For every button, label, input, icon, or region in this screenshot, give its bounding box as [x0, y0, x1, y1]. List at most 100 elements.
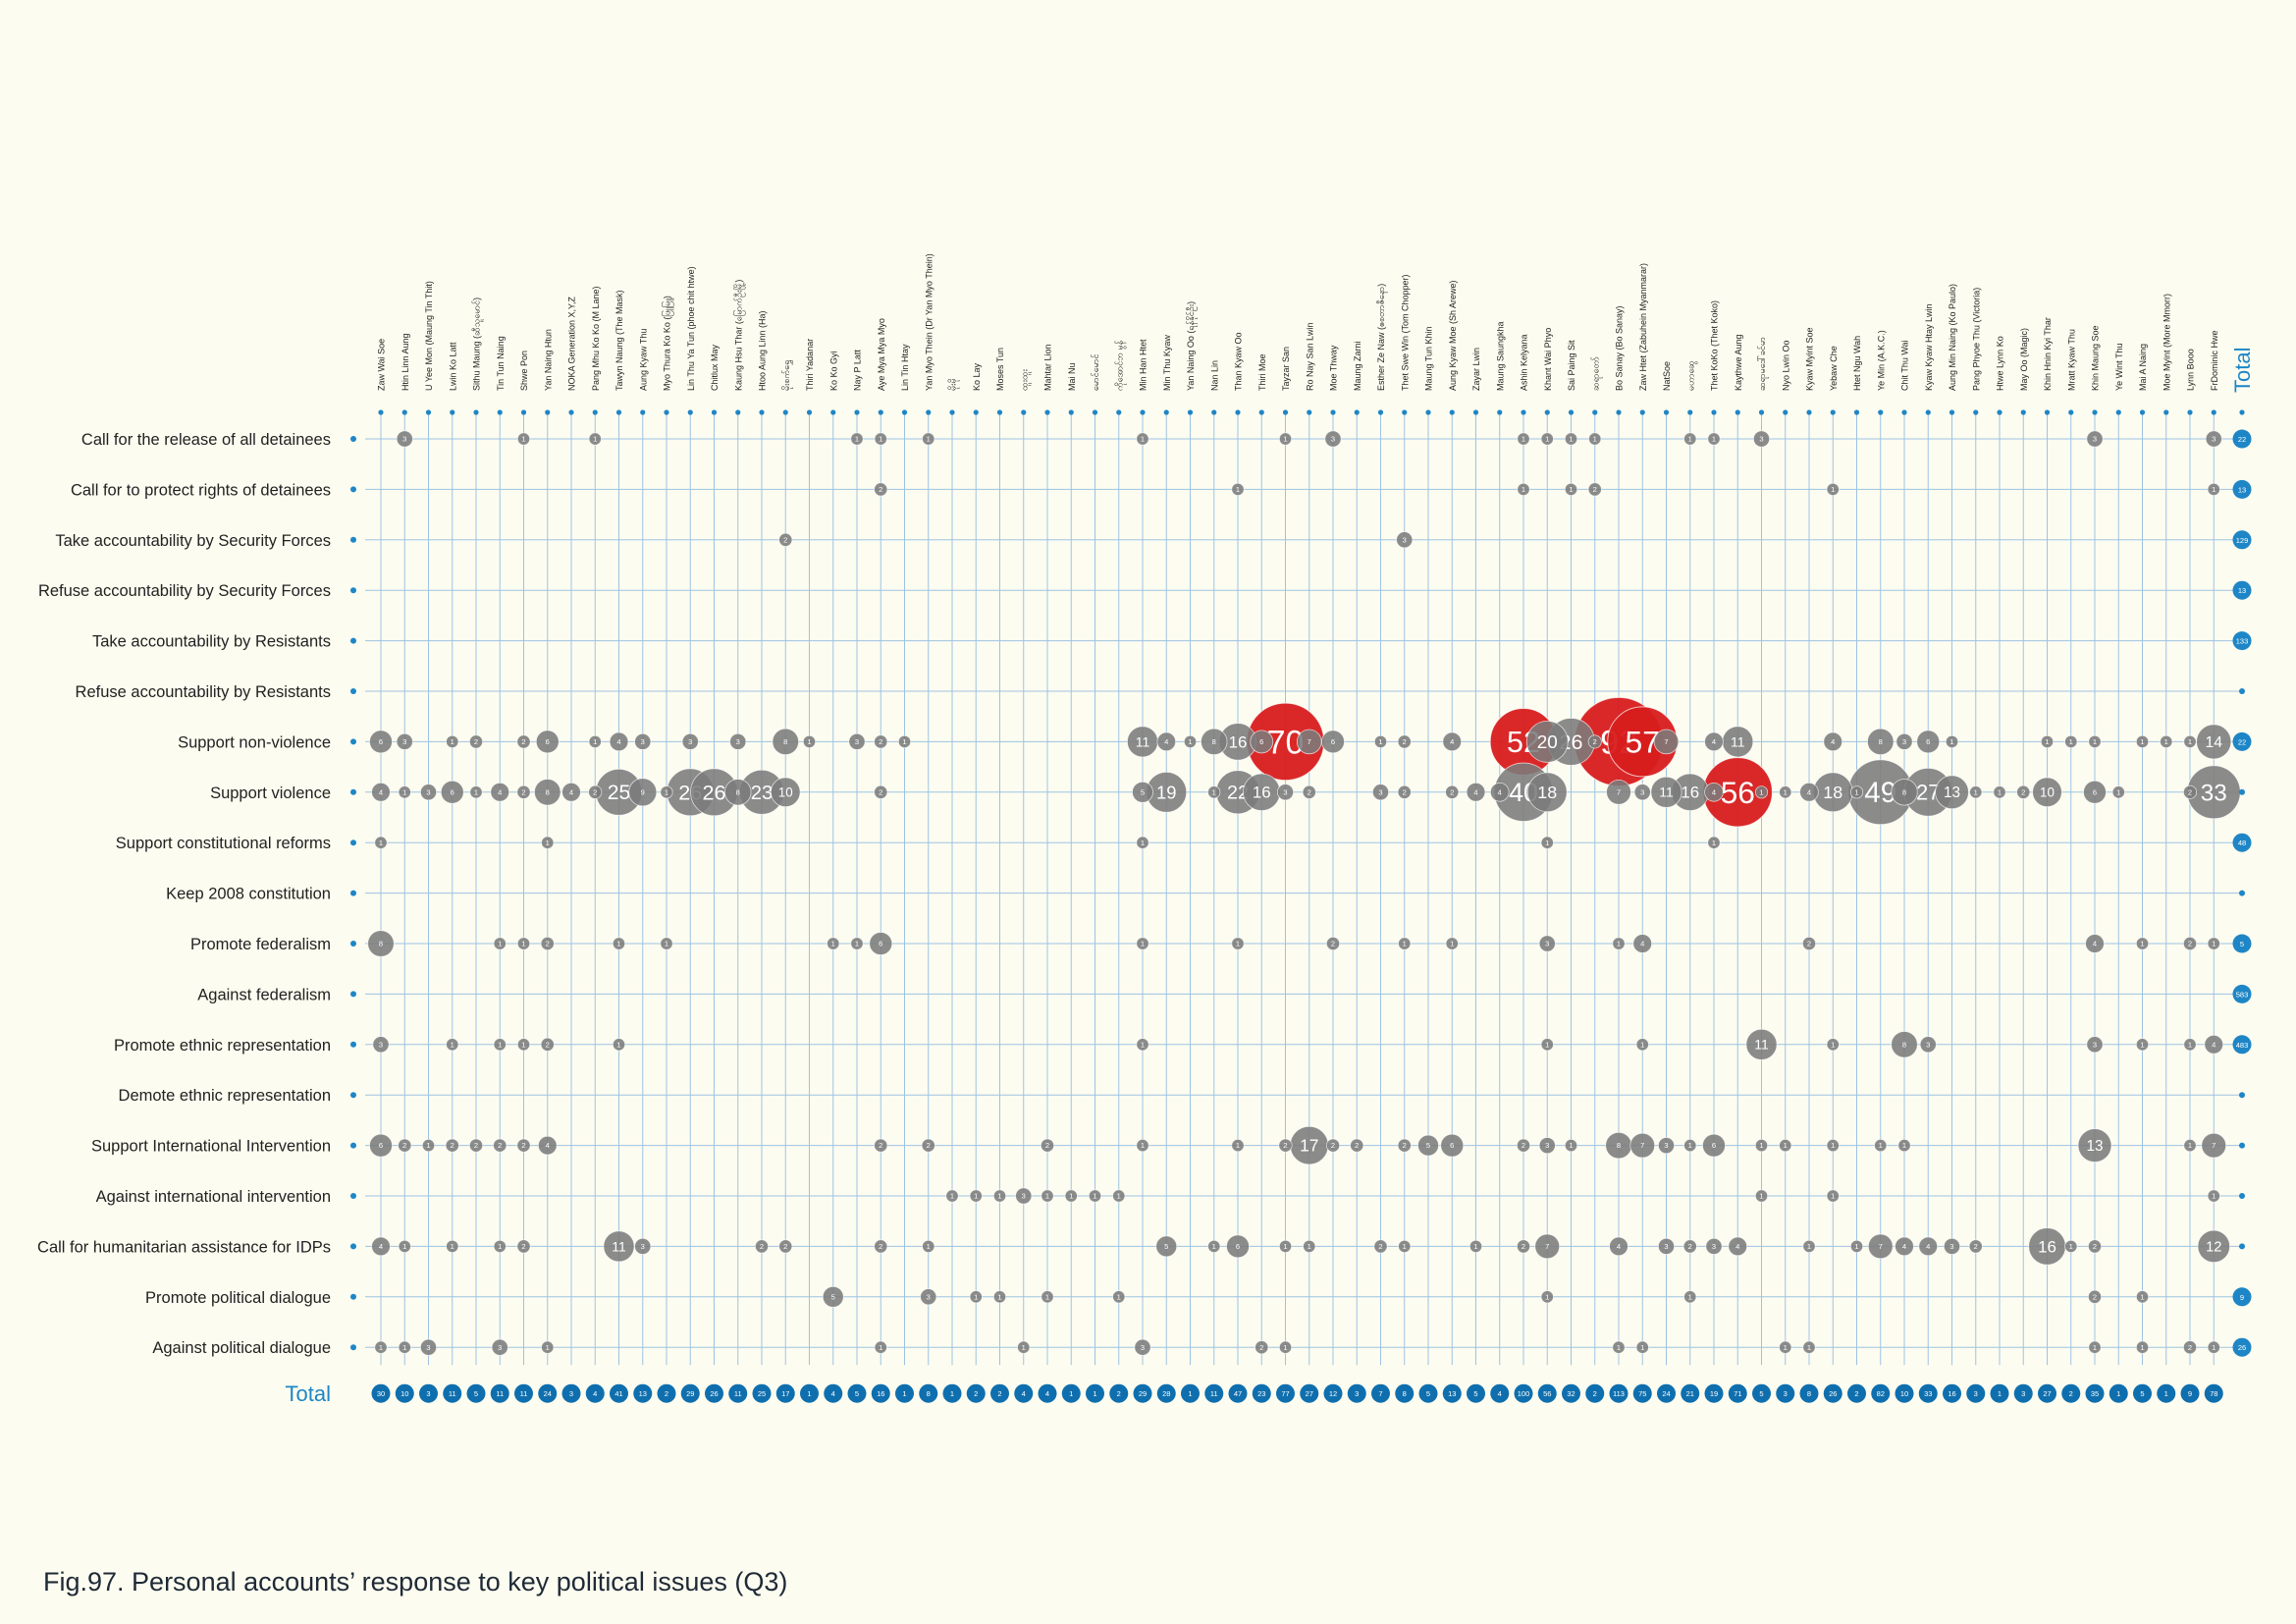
- column-total-value: 5: [1473, 1389, 1477, 1398]
- bubble-value: 1: [1045, 1192, 1049, 1201]
- column-total-value: 11: [449, 1389, 456, 1398]
- bubble: [1891, 1031, 1918, 1058]
- column-total-bubble: [490, 1383, 509, 1403]
- column-label: Sai Paing Sit: [1567, 340, 1576, 391]
- bubble-value: 1: [2093, 737, 2097, 746]
- column-total-value: 17: [781, 1389, 789, 1398]
- bubble-value: 1: [1403, 940, 1407, 948]
- column-total-value: 24: [1662, 1389, 1670, 1398]
- column-header-dot: [973, 409, 979, 415]
- bubble-value: 8: [1902, 787, 1906, 796]
- bubble: [1398, 1239, 1412, 1254]
- column-header-dot: [520, 409, 527, 415]
- column-total-bubble: [2157, 1383, 2176, 1403]
- row-label: Against international intervention: [96, 1188, 331, 1206]
- bubble-value: 2: [783, 1242, 787, 1251]
- bubble-value: 1: [1473, 1242, 1477, 1251]
- bubble-value: 3: [426, 1343, 430, 1352]
- bubble: [1874, 1139, 1888, 1153]
- bubble-value: 2: [521, 1141, 525, 1150]
- bubble-value: 6: [879, 940, 882, 948]
- bubble-value: 3: [1022, 1192, 1026, 1201]
- bubble: [1397, 1138, 1412, 1153]
- bubble-value: 3: [1283, 787, 1287, 796]
- column-label: Mai Nu: [1067, 362, 1077, 391]
- row-dot: [350, 1142, 356, 1149]
- bubble-value: 1: [1545, 1292, 1549, 1301]
- bubble-value: 1: [1236, 485, 1240, 494]
- bubble-value: 2: [879, 787, 882, 796]
- column-total-bubble: [1657, 1383, 1676, 1403]
- row-total-dot: [2239, 1092, 2245, 1099]
- bubble: [1350, 1138, 1364, 1153]
- column-label: ဆရာတော်: [1590, 356, 1602, 391]
- bubble-value: 1: [1831, 1040, 1835, 1049]
- row-total-bubble: [2232, 479, 2252, 499]
- column-total-bubble: [633, 1383, 653, 1403]
- bubble-value: 7: [1640, 1141, 1644, 1150]
- bubble: [992, 1189, 1007, 1203]
- bubble-value: 2: [1259, 1343, 1263, 1352]
- bubble-value: 2: [521, 1242, 525, 1251]
- bubble: [440, 780, 464, 804]
- column-total-value: 5: [1759, 1389, 1763, 1398]
- bubble-value: 1: [2140, 737, 2144, 746]
- bubble: [969, 1290, 983, 1304]
- row-dot: [350, 637, 356, 644]
- bubble: [1564, 432, 1578, 446]
- bubble-value: 18: [1537, 783, 1557, 802]
- bubble: [1207, 1239, 1221, 1254]
- bubble: [398, 1239, 411, 1254]
- row-dot: [350, 1041, 356, 1048]
- row-total-dot: [2239, 1243, 2245, 1250]
- bubble-value: 3: [1902, 737, 1906, 746]
- bubble: [1064, 1189, 1078, 1203]
- column-header-dot: [1758, 409, 1765, 415]
- bubble-value: 1: [2164, 737, 2168, 746]
- row-dot: [350, 1243, 356, 1250]
- bubble-value: 1: [1784, 1141, 1788, 1150]
- bubble-value: 56: [1721, 775, 1755, 810]
- row-label: Promote political dialogue: [145, 1289, 331, 1307]
- bubble-value: 1: [1879, 1141, 1883, 1150]
- column-total-value: 1: [950, 1389, 954, 1398]
- bubble-value: 5: [1426, 1141, 1430, 1150]
- row-dot: [350, 688, 356, 694]
- column-label: Thiri Moe: [1257, 353, 1267, 391]
- bubble-value: 2: [546, 1040, 550, 1049]
- bubble: [1015, 1187, 1033, 1205]
- bubble-value: 1: [379, 1343, 383, 1352]
- bubble: [1945, 734, 1959, 749]
- column-total-value: 8: [1807, 1389, 1811, 1398]
- column-header-dot: [568, 409, 574, 415]
- bubble: [1826, 1038, 1840, 1052]
- column-total-bubble: [990, 1383, 1009, 1403]
- column-header-dot: [1973, 409, 1979, 415]
- bubble: [1632, 934, 1653, 953]
- bubble-value: 1: [855, 940, 859, 948]
- column-header-dot: [1830, 409, 1836, 415]
- bubble-value: 1: [498, 940, 502, 948]
- column-total-value: 10: [400, 1389, 408, 1398]
- column-header-dot: [782, 409, 788, 415]
- column-total-bubble: [1061, 1383, 1081, 1403]
- bubble: [1466, 782, 1486, 802]
- column-total-value: 35: [2091, 1389, 2099, 1398]
- bubble: [446, 734, 459, 749]
- column-header-dot: [1616, 409, 1622, 415]
- column-label: Thiri Yadanar: [805, 339, 815, 391]
- bubble: [1255, 1340, 1269, 1355]
- bubble: [1683, 1290, 1697, 1304]
- bubble: [869, 932, 893, 955]
- bubble: [516, 432, 531, 446]
- column-label: Kyaw Myint Soe: [1805, 327, 1815, 391]
- bubble-value: 1: [1545, 435, 1549, 444]
- column-label: Pang Phyoe Thu (Victoria): [1971, 288, 1981, 391]
- bubble-value: 2: [1974, 1242, 1978, 1251]
- row-dot: [350, 1193, 356, 1199]
- column-total-bubble: [1038, 1383, 1057, 1403]
- column-total-bubble: [1918, 1383, 1938, 1403]
- bubble: [1538, 1137, 1556, 1155]
- bubble: [1445, 785, 1460, 799]
- column-total-bubble: [1133, 1383, 1152, 1403]
